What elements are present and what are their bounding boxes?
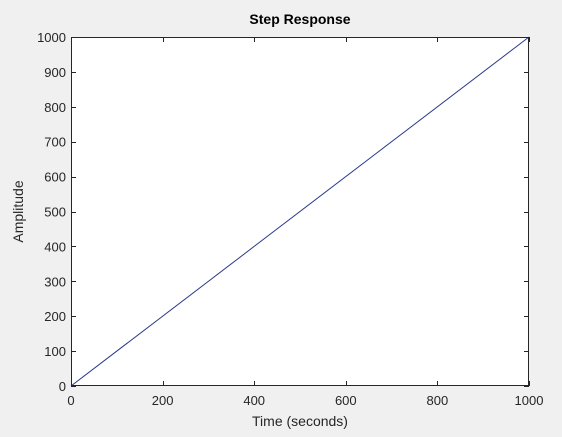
y-tick-label-4: 400 — [44, 239, 66, 254]
x-tick-label-5: 1000 — [515, 393, 544, 408]
y-axis-label: Amplitude — [10, 180, 26, 242]
y-tick-label-3: 300 — [44, 274, 66, 289]
chart-title: Step Response — [249, 11, 350, 27]
x-tick-label-2: 400 — [243, 393, 265, 408]
y-tick-label-6: 600 — [44, 170, 66, 185]
y-tick-label-7: 700 — [44, 135, 66, 150]
series-line-0 — [70, 36, 530, 387]
x-tick-label-4: 800 — [427, 393, 449, 408]
y-tick-label-9: 900 — [44, 65, 66, 80]
y-tick-label-5: 500 — [44, 205, 66, 220]
x-tick-label-3: 600 — [335, 393, 357, 408]
x-tick-label-0: 0 — [67, 393, 74, 408]
y-tick-label-0: 0 — [59, 379, 66, 394]
y-tick-label-2: 200 — [44, 309, 66, 324]
x-tick-label-1: 200 — [152, 393, 174, 408]
chart-marks — [70, 36, 530, 387]
axes-frame — [71, 37, 529, 386]
chart-ticks: 0 200 400 600 800 1000 0 100 200 300 400 500 600 700 8… — [37, 30, 543, 408]
y-tick-label-10: 1000 — [37, 30, 66, 45]
x-axis-label: Time (seconds) — [252, 413, 348, 429]
y-tick-label-8: 800 — [44, 100, 66, 115]
y-tick-label-1: 100 — [44, 344, 66, 359]
